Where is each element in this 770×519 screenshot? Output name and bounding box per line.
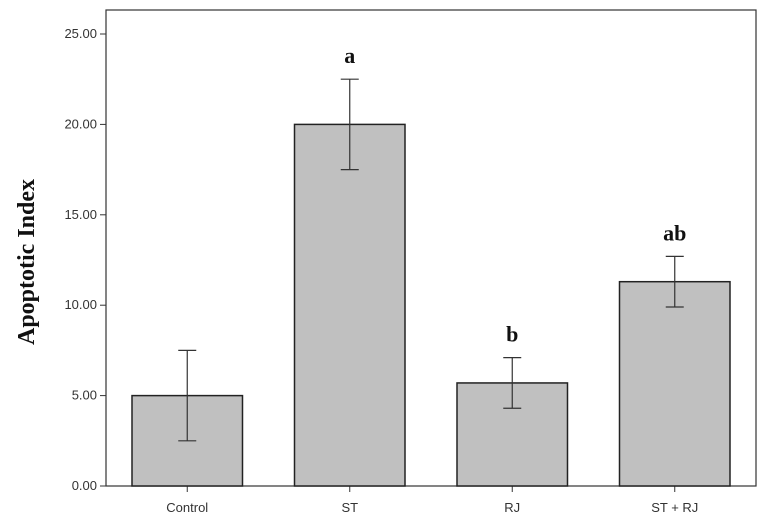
error-bars bbox=[178, 78, 684, 442]
error-bar bbox=[503, 357, 522, 409]
error-bar bbox=[665, 255, 684, 308]
x-tick-label: ST bbox=[341, 500, 358, 515]
bars bbox=[131, 123, 731, 487]
x-tick-label: RJ bbox=[504, 500, 520, 515]
y-tick-label: 0.00 bbox=[72, 478, 97, 493]
x-tick-label: Control bbox=[166, 500, 208, 515]
y-axis: 0.00 5.00 10.00 15.00 20.00 25.00 bbox=[64, 26, 106, 493]
significance-label: b bbox=[506, 322, 518, 347]
significance-label: a bbox=[344, 43, 355, 68]
y-tick-label: 5.00 bbox=[72, 388, 97, 403]
y-tick-label: 15.00 bbox=[64, 207, 97, 222]
bar bbox=[618, 280, 731, 487]
error-bar bbox=[178, 349, 197, 442]
error-bar bbox=[340, 78, 359, 171]
y-axis-title: Apoptotic Index bbox=[14, 179, 40, 345]
bar bbox=[293, 123, 406, 487]
y-tick-label: 25.00 bbox=[64, 26, 97, 41]
significance-label: ab bbox=[663, 220, 686, 245]
x-tick-label: ST + RJ bbox=[651, 500, 698, 515]
y-tick-label: 20.00 bbox=[64, 116, 97, 131]
y-tick-label: 10.00 bbox=[64, 297, 97, 312]
x-axis: Control ST RJ ST + RJ bbox=[166, 486, 698, 515]
